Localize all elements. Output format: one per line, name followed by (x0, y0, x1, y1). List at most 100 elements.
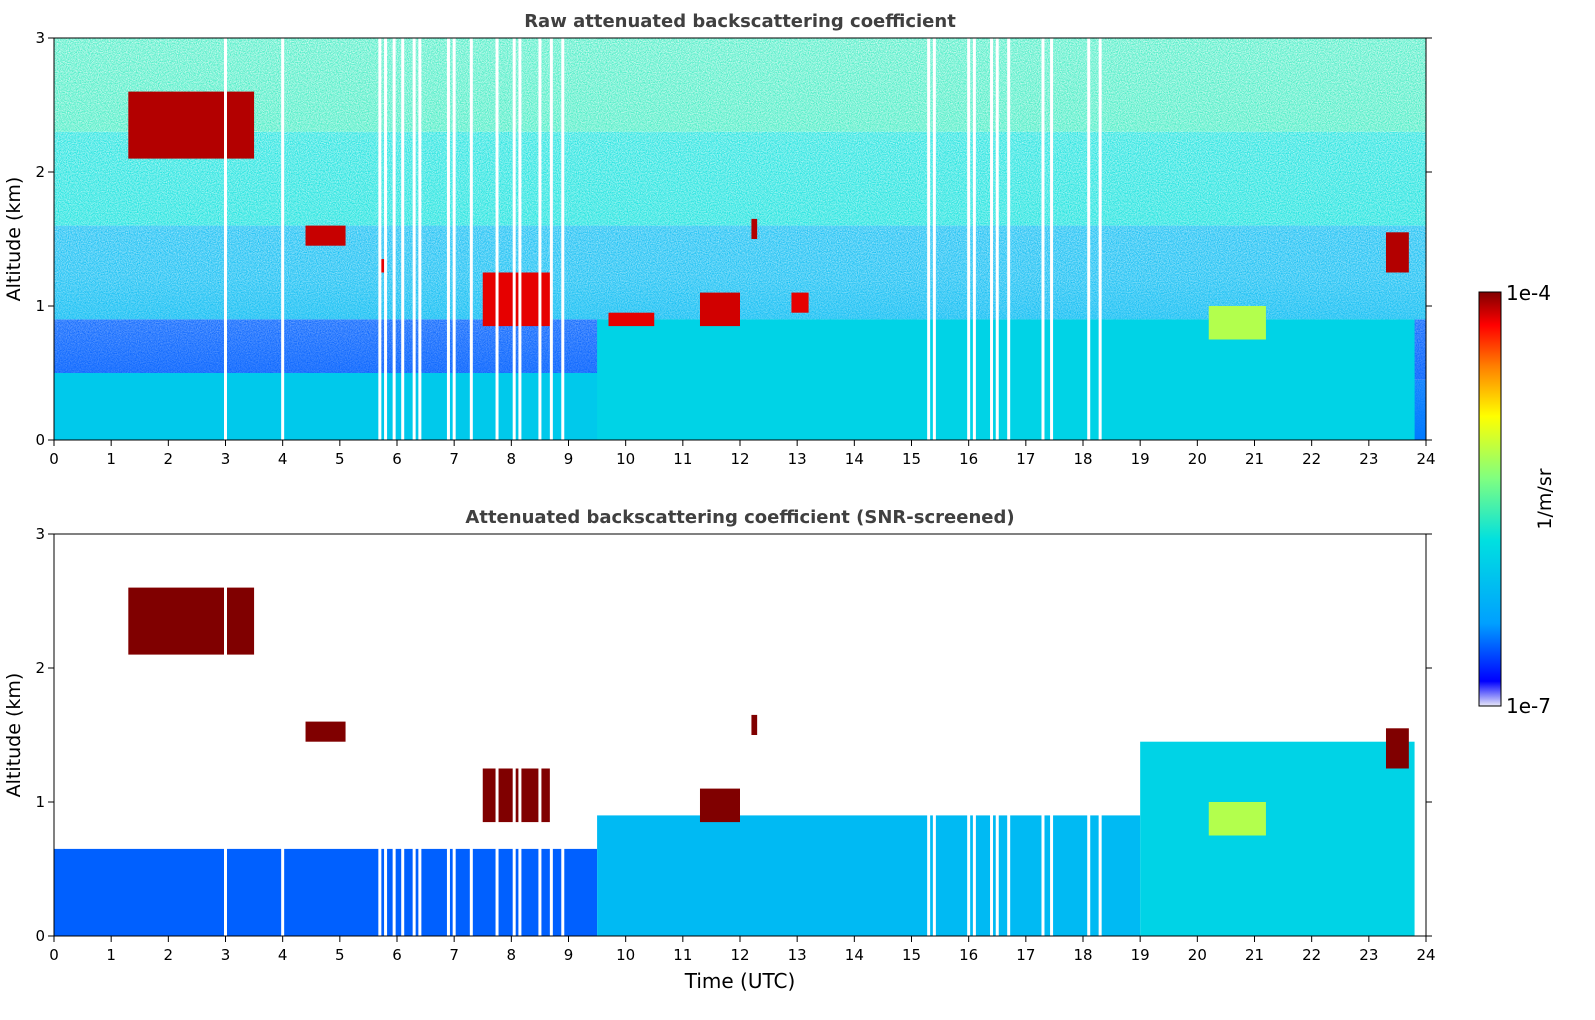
data-gap (1041, 534, 1045, 936)
x-tick-label: 23 (1359, 450, 1378, 468)
x-tick-label: 7 (449, 946, 459, 964)
x-tick-label: 15 (902, 946, 921, 964)
x-tick-label: 15 (902, 450, 921, 468)
aerosol-layer (1140, 741, 1415, 936)
cloud-signal (128, 587, 255, 655)
colorbar-min-label: 1e-7 (1506, 694, 1551, 718)
data-gap (378, 38, 382, 440)
data-gap (469, 38, 473, 440)
x-tick-label: 18 (1073, 450, 1092, 468)
x-tick-label: 9 (564, 450, 574, 468)
panel-raw-backscatter: Raw attenuated backscattering coefficien… (3, 11, 1436, 468)
data-gap (1007, 38, 1011, 440)
data-gap (384, 38, 388, 440)
x-tick-label: 3 (221, 946, 231, 964)
x-tick-label: 14 (845, 946, 864, 964)
y-axis-label: Altitude (km) (3, 673, 25, 798)
data-gap (995, 534, 999, 936)
data-gap (518, 38, 522, 440)
x-tick-label: 16 (959, 450, 978, 468)
x-tick-label: 24 (1416, 450, 1435, 468)
data-gap (1007, 534, 1011, 936)
cloud-signal (791, 292, 809, 313)
data-gap (932, 38, 936, 440)
data-gap (378, 534, 382, 936)
aerosol-layer (54, 848, 598, 936)
data-gap (972, 534, 976, 936)
y-axis-ticks: 0 1 2 3 (35, 525, 1432, 945)
x-axis-ticks: 0 1 2 3 4 5 6 7 8 9 10 11 12 13 14 15 16 17 18 19 20 21 22 23 24 (49, 936, 1436, 964)
y-tick-label: 2 (35, 659, 45, 677)
x-tick-label: 0 (49, 946, 59, 964)
data-gap (538, 38, 542, 440)
x-tick-label: 1 (106, 450, 116, 468)
x-tick-label: 6 (392, 450, 402, 468)
x-tick-label: 5 (335, 946, 345, 964)
cloud-signal (699, 292, 740, 327)
data-gap (495, 38, 499, 440)
data-gap (1098, 38, 1102, 440)
y-tick-label: 1 (35, 297, 45, 315)
x-tick-label: 21 (1245, 946, 1264, 964)
y-tick-label: 2 (35, 163, 45, 181)
data-gap (452, 534, 456, 936)
data-gap (512, 38, 516, 440)
aerosol-layer (1208, 802, 1266, 836)
aerosol-layer (1208, 306, 1266, 340)
data-gap (446, 534, 450, 936)
aerosol-layer (597, 815, 1141, 936)
data-gap (990, 38, 994, 440)
data-gap (927, 38, 931, 440)
x-tick-label: 13 (788, 946, 807, 964)
x-tick-label: 0 (49, 450, 59, 468)
x-tick-label: 22 (1302, 450, 1321, 468)
data-gap (1050, 38, 1054, 440)
x-tick-label: 6 (392, 946, 402, 964)
x-tick-label: 19 (1131, 946, 1150, 964)
data-gap (549, 534, 553, 936)
x-tick-label: 12 (730, 946, 749, 964)
data-gap (224, 534, 227, 936)
x-tick-label: 2 (164, 450, 174, 468)
x-tick-label: 2 (164, 946, 174, 964)
x-tick-label: 20 (1188, 450, 1207, 468)
x-tick-label: 17 (1016, 946, 1035, 964)
colorbar-max-label: 1e-4 (1506, 281, 1551, 305)
x-tick-label: 20 (1188, 946, 1207, 964)
data-gap (384, 534, 388, 936)
data-gap (972, 38, 976, 440)
data-gap (281, 38, 285, 440)
y-tick-label: 1 (35, 793, 45, 811)
data-gap (401, 534, 405, 936)
data-gap (281, 534, 285, 936)
aerosol-layer (597, 319, 1415, 440)
data-gap (392, 534, 396, 936)
y-tick-label: 3 (35, 525, 45, 543)
data-gap (561, 534, 565, 936)
x-tick-label: 17 (1016, 450, 1035, 468)
panel-title: Attenuated backscattering coefficient (S… (465, 507, 1014, 528)
colorbar-gradient (1478, 291, 1502, 707)
data-gap (452, 38, 456, 440)
y-tick-label: 0 (35, 431, 45, 449)
data-gap (418, 534, 422, 936)
x-tick-label: 7 (449, 450, 459, 468)
data-gap (967, 38, 971, 440)
x-tick-label: 9 (564, 946, 574, 964)
data-gap (446, 38, 450, 440)
y-tick-label: 0 (35, 927, 45, 945)
x-tick-label: 8 (507, 450, 517, 468)
x-tick-label: 14 (845, 450, 864, 468)
data-gap (392, 38, 396, 440)
data-gap (469, 534, 473, 936)
cloud-signal (128, 91, 255, 159)
x-tick-label: 10 (616, 946, 635, 964)
x-tick-label: 24 (1416, 946, 1435, 964)
x-tick-label: 3 (221, 450, 231, 468)
cloud-signal (305, 225, 346, 246)
data-gap (1087, 534, 1091, 936)
x-tick-label: 11 (673, 946, 692, 964)
heatmap-area (54, 38, 1426, 440)
data-gap (932, 534, 936, 936)
